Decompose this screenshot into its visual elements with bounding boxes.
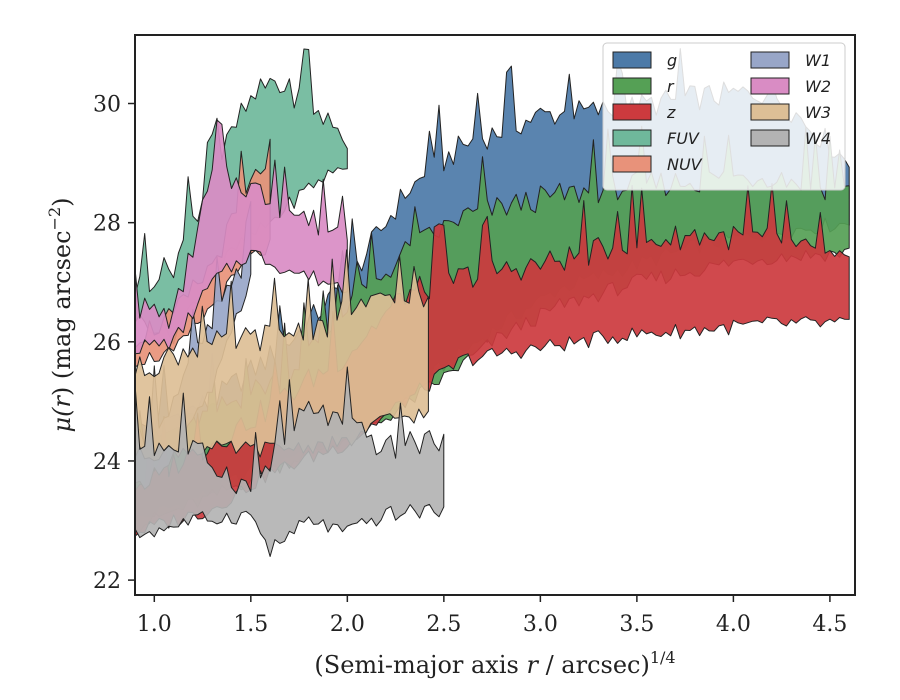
legend-swatch-w4	[750, 129, 790, 147]
y-tick-label: 24	[93, 450, 121, 475]
legend-swatch-r	[612, 77, 652, 95]
x-axis-label: (Semi-major axis r / arcsec)1/4	[314, 648, 675, 679]
legend-swatch-w2	[750, 77, 790, 95]
x-tick-label: 4.5	[812, 612, 847, 637]
legend: grz FUV NUV W1 W2 W3 W4	[602, 42, 846, 191]
legend-label-w1: W1	[805, 51, 831, 70]
legend-swatch-w3	[750, 103, 790, 121]
legend-label-r: r	[667, 77, 675, 96]
y-tick-label: 28	[93, 212, 121, 237]
x-tick-label: 1.0	[137, 612, 172, 637]
x-tick-label: 4.0	[716, 612, 751, 637]
y-axis-label: μ(r) (mag arcsec−2)	[45, 197, 76, 432]
x-tick-label: 2.0	[330, 612, 365, 637]
legend-swatch-z	[612, 103, 652, 121]
x-tick-label: 3.0	[523, 612, 558, 637]
x-tick-label: 1.5	[233, 612, 268, 637]
band-w4	[135, 366, 445, 557]
y-tick-label: 30	[93, 93, 121, 118]
axis-ticks: 1.0 1.5 2.0 2.5 3.0 3.5 4.0 4.5 22 24 26 28 30	[93, 93, 847, 637]
x-tick-label: 2.5	[426, 612, 461, 637]
legend-swatch-fuv	[612, 129, 652, 147]
legend-swatch-g	[612, 51, 652, 69]
legend-swatch-nuv	[612, 155, 652, 173]
legend-label-z: z	[666, 103, 676, 122]
band-w2	[135, 119, 348, 355]
legend-label-w2: W2	[805, 77, 831, 96]
legend-label-g: g	[667, 51, 677, 70]
x-tick-label: 3.5	[619, 612, 654, 637]
legend-label-fuv: FUV	[667, 129, 700, 148]
legend-label-w3: W3	[805, 103, 831, 122]
y-tick-label: 22	[93, 569, 121, 594]
y-tick-label: 26	[93, 331, 121, 356]
legend-label-w4: W4	[805, 129, 831, 148]
legend-label-nuv: NUV	[667, 155, 703, 174]
band-w3	[135, 249, 429, 462]
plot-frame	[134, 34, 856, 596]
legend-swatch-w1	[750, 51, 790, 69]
